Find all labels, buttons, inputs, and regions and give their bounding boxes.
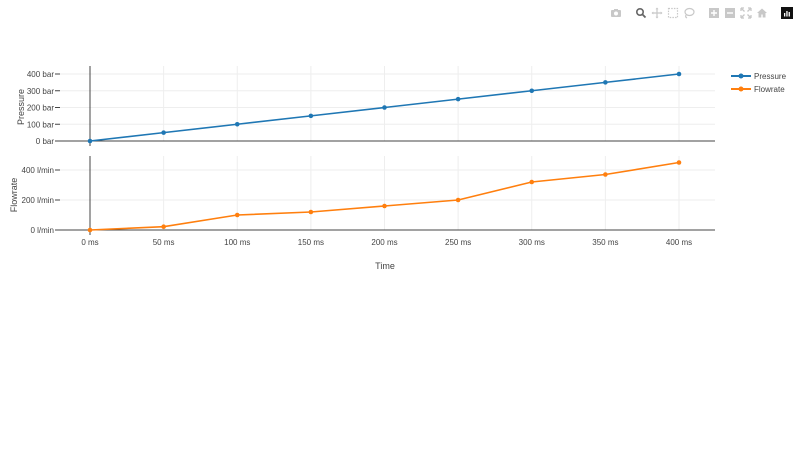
- zoom-out-icon[interactable]: [723, 6, 737, 20]
- legend-item-flowrate[interactable]: Flowrate: [731, 85, 785, 94]
- flowrate-point[interactable]: [308, 209, 314, 215]
- x-tick-label: 300 ms: [519, 238, 545, 247]
- pressure-point[interactable]: [234, 121, 240, 127]
- lasso-select-icon[interactable]: [682, 6, 696, 20]
- legend-item-pressure[interactable]: Pressure: [731, 72, 787, 81]
- pressure-point[interactable]: [455, 96, 461, 102]
- pressure-point[interactable]: [161, 130, 166, 135]
- y-tick-label: 0 bar: [36, 137, 55, 146]
- y-tick-label: 300 bar: [27, 87, 54, 96]
- y-tick-label: 200 bar: [27, 104, 54, 113]
- modebar: [601, 6, 794, 20]
- zoom-icon[interactable]: [634, 6, 648, 20]
- flowrate-point[interactable]: [603, 172, 608, 177]
- legend-pressure-marker: [738, 73, 744, 79]
- x-axis-title: Time: [375, 261, 395, 271]
- y-tick-label: 200 l/min: [22, 196, 54, 205]
- pressure-point[interactable]: [87, 138, 93, 144]
- legend-flowrate-marker: [738, 86, 744, 92]
- y-tick-label: 100 bar: [27, 120, 54, 129]
- zoom-in-icon[interactable]: [707, 6, 721, 20]
- box-select-icon[interactable]: [666, 6, 680, 20]
- y-axis-title-pressure: Pressure: [16, 89, 26, 125]
- x-tick-label: 250 ms: [445, 238, 471, 247]
- axes: 0 bar 100 bar 200 bar 300 bar 400 bar 0 l/min…: [22, 66, 715, 247]
- pressure-point[interactable]: [382, 105, 387, 110]
- autoscale-icon[interactable]: [739, 6, 753, 20]
- pan-icon[interactable]: [650, 6, 664, 20]
- x-tick-label: 350 ms: [592, 238, 618, 247]
- legend-flowrate-label: Flowrate: [754, 85, 785, 94]
- legend-pressure-label: Pressure: [754, 72, 787, 81]
- x-tick-label: 150 ms: [298, 238, 324, 247]
- flowrate-point[interactable]: [87, 227, 93, 233]
- flowrate-point[interactable]: [234, 212, 240, 218]
- modebar-group-drag: [634, 6, 696, 20]
- y-tick-label: 0 l/min: [30, 226, 54, 235]
- flowrate-point[interactable]: [455, 197, 461, 203]
- plotly-logo-icon[interactable]: [780, 6, 794, 20]
- y-tick-label: 400 bar: [27, 70, 54, 79]
- modebar-group-export: [609, 6, 623, 20]
- x-tick-label: 50 ms: [153, 238, 175, 247]
- legend: Pressure Flowrate: [731, 72, 787, 94]
- y-axis-title-flowrate: Flowrate: [9, 178, 19, 213]
- x-tick-label: 100 ms: [224, 238, 250, 247]
- flowrate-point[interactable]: [161, 224, 166, 229]
- pressure-point[interactable]: [529, 88, 535, 94]
- y-tick-label: 400 l/min: [22, 166, 54, 175]
- flowrate-point[interactable]: [529, 179, 535, 185]
- modebar-group-logo: [780, 6, 794, 20]
- camera-icon[interactable]: [609, 6, 623, 20]
- flowrate-point[interactable]: [676, 160, 682, 165]
- x-tick-label: 200 ms: [371, 238, 397, 247]
- x-tick-label: 400 ms: [666, 238, 692, 247]
- reset-axes-icon[interactable]: [755, 6, 769, 20]
- modebar-group-zoom: [707, 6, 769, 20]
- flowrate-point[interactable]: [382, 203, 387, 209]
- pressure-point[interactable]: [308, 113, 314, 119]
- pressure-point[interactable]: [676, 71, 682, 77]
- traces: [87, 71, 682, 233]
- x-tick-label: 0 ms: [81, 238, 98, 247]
- pressure-point[interactable]: [603, 80, 608, 85]
